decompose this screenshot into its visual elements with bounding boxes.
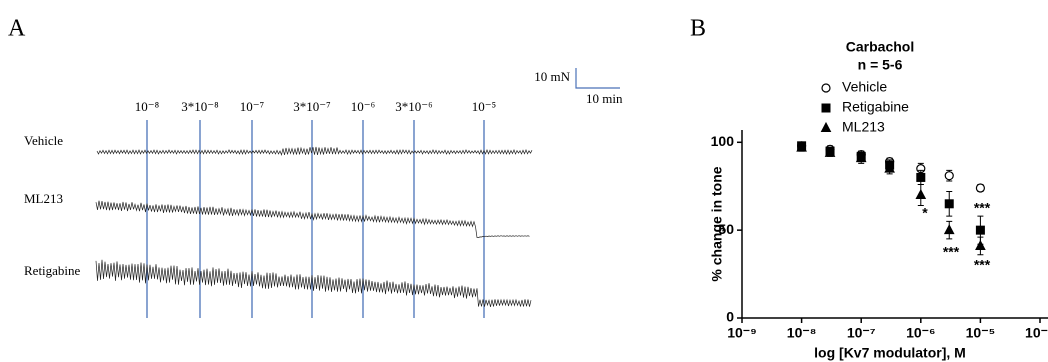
trace-label: Vehicle bbox=[24, 133, 63, 148]
x-tick-label: 10⁻⁴ bbox=[1025, 325, 1048, 341]
scale-force: 10 mN bbox=[534, 69, 570, 84]
marker bbox=[821, 83, 831, 93]
y-tick-label: 0 bbox=[726, 309, 734, 325]
concentration-label: 10⁻⁷ bbox=[240, 99, 264, 114]
legend-label: Retigabine bbox=[842, 99, 909, 115]
chart-subtitle: n = 5-6 bbox=[858, 57, 903, 73]
legend-label: ML213 bbox=[842, 119, 885, 135]
marker bbox=[821, 103, 831, 113]
concentration-label: 3*10⁻⁸ bbox=[181, 99, 219, 114]
marker bbox=[975, 183, 986, 193]
marker bbox=[855, 152, 867, 163]
marker bbox=[884, 162, 895, 173]
trace-label: ML213 bbox=[24, 191, 63, 206]
significance: *** bbox=[974, 200, 991, 216]
trace-label: Retigabine bbox=[24, 263, 81, 278]
concentration-label: 10⁻⁵ bbox=[472, 99, 496, 114]
marker bbox=[943, 224, 955, 235]
x-tick-label: 10⁻⁸ bbox=[787, 325, 817, 341]
panel-label: A bbox=[8, 16, 26, 42]
marker bbox=[975, 239, 986, 250]
trace bbox=[95, 259, 532, 307]
marker bbox=[975, 225, 985, 235]
marker bbox=[944, 171, 954, 181]
significance: *** bbox=[974, 257, 991, 273]
scale-time: 10 min bbox=[586, 91, 623, 106]
trace bbox=[96, 146, 533, 156]
x-axis-label: log [Kv7 modulator], M bbox=[814, 345, 966, 361]
chart-title: Carbachol bbox=[846, 39, 914, 55]
scale-bar bbox=[575, 68, 620, 89]
marker bbox=[916, 172, 926, 182]
marker bbox=[820, 121, 832, 132]
concentration-label: 3*10⁻⁶ bbox=[395, 99, 432, 114]
x-tick-label: 10⁻⁶ bbox=[906, 325, 935, 341]
x-tick-label: 10⁻⁹ bbox=[727, 325, 757, 341]
panel-label: B bbox=[690, 16, 706, 42]
x-tick-label: 10⁻⁵ bbox=[966, 325, 996, 341]
y-tick-label: 100 bbox=[711, 133, 735, 149]
marker bbox=[796, 141, 807, 152]
significance: * bbox=[922, 205, 928, 221]
concentration-label: 10⁻⁶ bbox=[351, 99, 375, 114]
y-tick-label: 50 bbox=[718, 221, 734, 237]
legend-label: Vehicle bbox=[842, 79, 887, 95]
concentration-label: 10⁻⁸ bbox=[135, 99, 160, 114]
concentration-label: 3*10⁻⁷ bbox=[293, 99, 330, 114]
y-axis-label: % change in tone bbox=[709, 166, 725, 281]
significance: *** bbox=[943, 244, 960, 260]
marker bbox=[944, 199, 954, 209]
trace bbox=[95, 200, 530, 238]
x-tick-label: 10⁻⁷ bbox=[847, 325, 876, 341]
marker bbox=[915, 188, 927, 200]
marker bbox=[824, 146, 836, 157]
